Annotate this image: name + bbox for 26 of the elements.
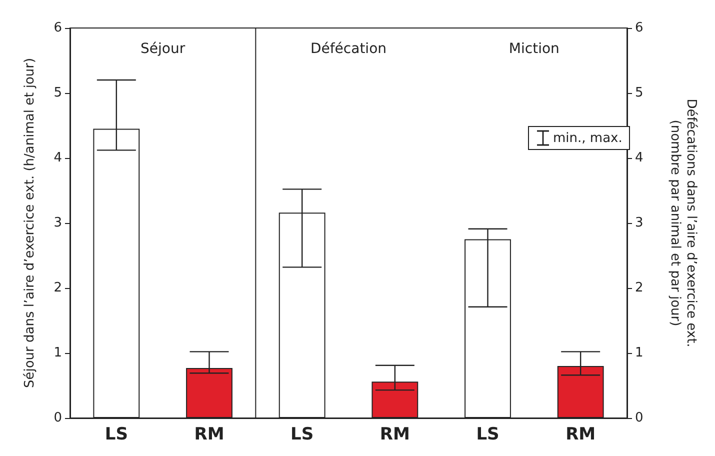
legend-title: min., max. [553,130,622,146]
y-tick-label: 1 [54,346,62,360]
x-tick-label: LS [476,424,500,444]
y-tick-label: 0 [54,410,62,426]
y2-axis-title: Défécations dans l’aire d’exercice ext. (nombre par animal et par jour) [668,98,698,348]
x-tick-label: RM [380,424,410,444]
annotation: Défécation [310,41,387,57]
y2-tick-label: 6 [635,20,644,36]
y-tick-label: 2 [54,280,62,296]
y2-tick-label: 4 [635,150,644,166]
x-tick-label: LS [104,424,128,444]
y2-tick-label: 1 [635,346,644,360]
x-tick-label: LS [290,424,314,444]
y-tick-label: 5 [54,86,62,100]
y2-tick-label: 5 [635,86,644,100]
y-tick-label: 6 [54,20,62,36]
y2-tick-label: 3 [635,216,644,230]
x-tick-label: RM [194,424,224,444]
y-tick-label: 3 [54,216,62,230]
y-tick-label: 4 [54,150,62,166]
x-tick-label: RM [566,424,596,444]
y-axis-title: Séjour dans l’aire d’exercice ext. (h/animal et jour) [22,58,38,388]
annotation: Miction [508,41,560,57]
y2-tick-label: 0 [635,410,644,426]
y2-tick-label: 2 [635,280,644,296]
annotation: Séjour [140,41,186,57]
